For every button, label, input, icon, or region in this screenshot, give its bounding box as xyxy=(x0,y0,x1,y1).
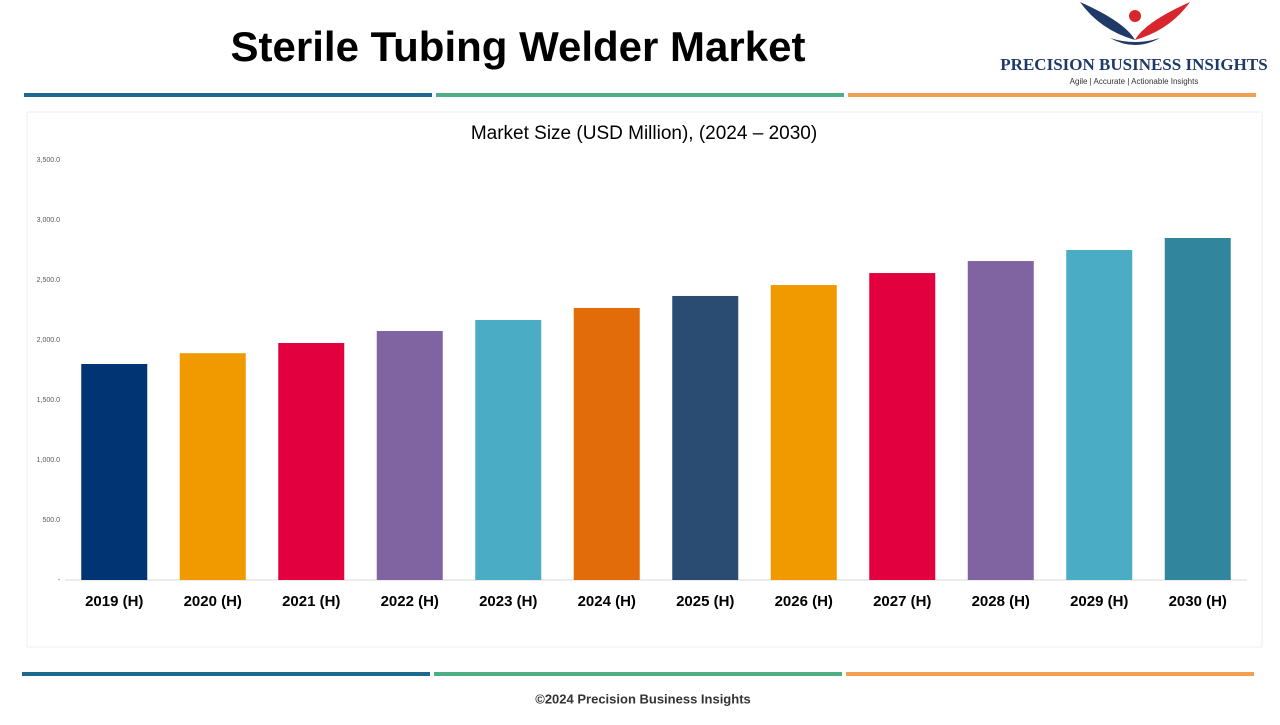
y-tick-label: 3,000.0 xyxy=(37,217,60,224)
bar xyxy=(967,261,1034,580)
x-tick-label: 2019 (H) xyxy=(85,593,143,610)
bar xyxy=(869,273,936,580)
x-tick-label: 2029 (H) xyxy=(1070,593,1128,610)
y-tick-label: 1,000.0 xyxy=(37,457,60,464)
x-tick-label: 2027 (H) xyxy=(873,593,931,610)
bar xyxy=(376,331,443,580)
logo-icon xyxy=(1080,2,1190,45)
logo-name: PRECISION BUSINESS INSIGHTS xyxy=(1000,55,1267,74)
y-tick-label: 2,500.0 xyxy=(37,277,60,284)
y-tick-label: 3,500.0 xyxy=(37,157,60,164)
y-tick-label: - xyxy=(58,577,61,584)
chart-frame xyxy=(26,111,1263,648)
y-tick-label: 1,500.0 xyxy=(37,397,60,404)
y-tick-label: 500.0 xyxy=(42,517,60,524)
chart-title: Market Size (USD Million), (2024 – 2030) xyxy=(471,123,817,144)
bar xyxy=(81,364,148,580)
bar xyxy=(1066,250,1133,580)
logo-tagline: Agile | Accurate | Actionable Insights xyxy=(1070,77,1199,86)
x-tick-label: 2021 (H) xyxy=(282,593,340,610)
bar xyxy=(278,343,345,580)
bar xyxy=(179,353,246,580)
bar xyxy=(573,307,640,580)
x-tick-label: 2028 (H) xyxy=(972,593,1030,610)
bar xyxy=(672,295,739,580)
x-tick-label: 2020 (H) xyxy=(184,593,242,610)
x-tick-label: 2026 (H) xyxy=(775,593,833,610)
bar xyxy=(475,319,542,580)
page-title: Sterile Tubing Welder Market xyxy=(231,23,806,70)
bar xyxy=(1164,238,1231,580)
footer-text: ©2024 Precision Business Insights xyxy=(535,691,751,706)
x-tick-label: 2025 (H) xyxy=(676,593,734,610)
bar xyxy=(770,285,837,580)
y-tick-label: 2,000.0 xyxy=(37,337,60,344)
x-tick-label: 2022 (H) xyxy=(381,593,439,610)
x-tick-label: 2024 (H) xyxy=(578,593,636,610)
x-tick-label: 2030 (H) xyxy=(1169,593,1227,610)
x-tick-label: 2023 (H) xyxy=(479,593,537,610)
